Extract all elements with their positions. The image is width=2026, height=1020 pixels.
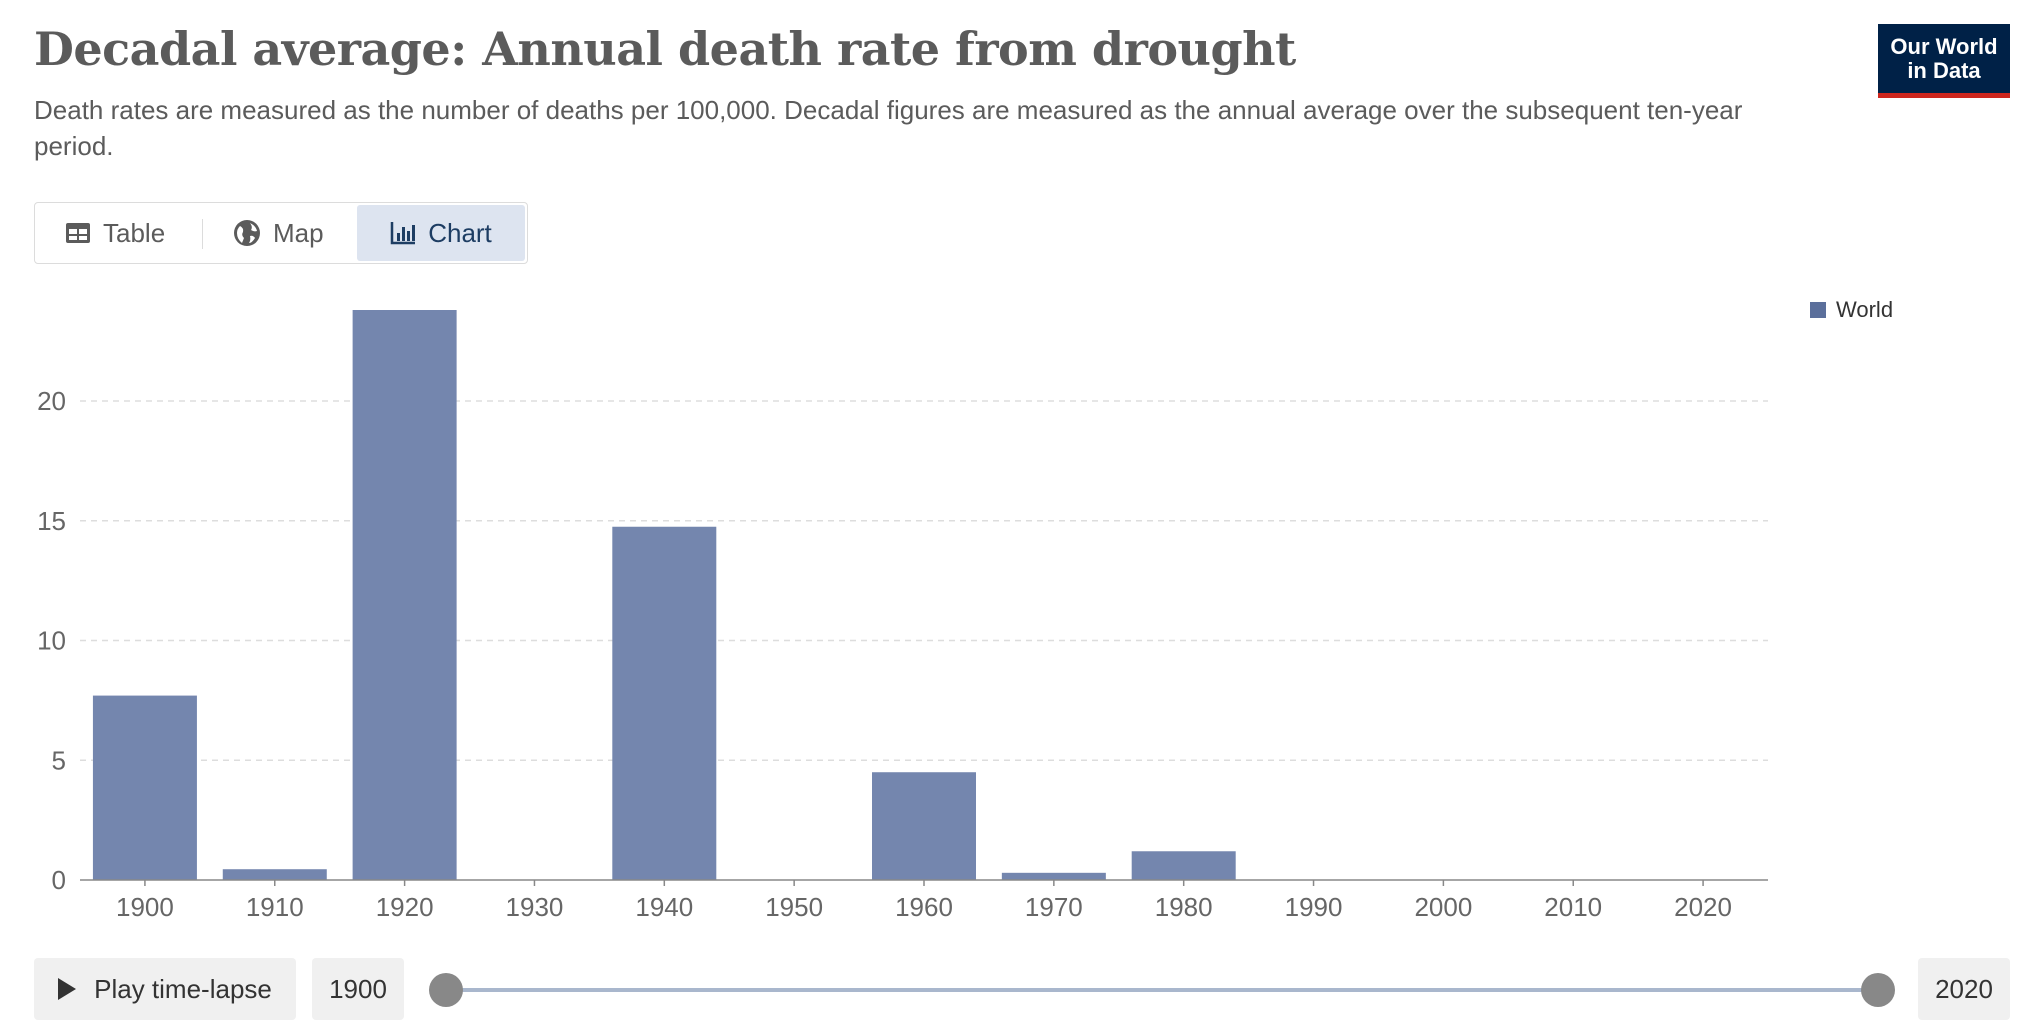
tab-table-label: Table	[103, 217, 166, 248]
y-tick-label: 5	[52, 745, 66, 775]
tab-map-label: Map	[273, 217, 324, 248]
logo-line-2: in Data	[1907, 57, 1981, 83]
x-tick-label: 1990	[1285, 892, 1343, 922]
x-tick-label: 1950	[765, 892, 823, 922]
bar	[872, 772, 976, 880]
x-tick-label: 1930	[506, 892, 564, 922]
tab-chart[interactable]: Chart	[357, 205, 525, 261]
owid-logo[interactable]: Our World in Data	[1878, 24, 2010, 98]
y-tick-label: 10	[37, 626, 66, 656]
bar	[92, 695, 197, 880]
y-tick-label: 20	[37, 386, 66, 416]
tab-chart-label: Chart	[428, 217, 492, 248]
y-tick-label: 15	[37, 506, 66, 536]
globe-icon	[233, 219, 261, 247]
page-title: Decadal average: Annual death rate from …	[34, 22, 1296, 76]
x-tick-label: 1900	[116, 892, 174, 922]
play-icon	[58, 978, 77, 1000]
table-icon	[65, 222, 91, 244]
timeline-start-handle[interactable]	[429, 973, 463, 1007]
play-timelapse-button[interactable]: Play time-lapse	[34, 958, 296, 1020]
play-timelapse-label: Play time-lapse	[94, 973, 272, 1004]
tab-divider	[202, 219, 203, 249]
timeline-start-year[interactable]: 1900	[312, 958, 404, 1020]
bar	[1001, 872, 1106, 880]
x-tick-label: 2010	[1544, 892, 1602, 922]
x-tick-label: 1910	[246, 892, 304, 922]
tab-table[interactable]: Table	[65, 205, 165, 261]
timeline-end-year[interactable]: 2020	[1918, 958, 2010, 1020]
x-tick-label: 1940	[635, 892, 693, 922]
x-tick-label: 1960	[895, 892, 953, 922]
timeline-end-handle[interactable]	[1861, 973, 1895, 1007]
bar	[352, 310, 457, 880]
y-tick-label: 0	[52, 865, 66, 895]
x-tick-label: 2000	[1414, 892, 1472, 922]
view-tabs: Table Map Chart	[34, 202, 528, 264]
x-tick-label: 1980	[1155, 892, 1213, 922]
page-subtitle: Death rates are measured as the number o…	[34, 95, 1743, 161]
bar	[222, 869, 327, 880]
legend-swatch	[1810, 302, 1826, 318]
bar-chart-icon	[390, 221, 416, 245]
x-tick-label: 2020	[1674, 892, 1732, 922]
timeline-slider-track[interactable]	[446, 988, 1878, 992]
logo-line-1: Our World	[1890, 33, 1998, 59]
bar	[612, 526, 717, 880]
x-tick-label: 1970	[1025, 892, 1083, 922]
legend-label-world: World	[1836, 297, 1894, 322]
tab-map[interactable]: Map	[233, 205, 324, 261]
x-tick-label: 1920	[376, 892, 434, 922]
bar	[1131, 851, 1236, 880]
legend[interactable]: World	[1810, 297, 1893, 323]
